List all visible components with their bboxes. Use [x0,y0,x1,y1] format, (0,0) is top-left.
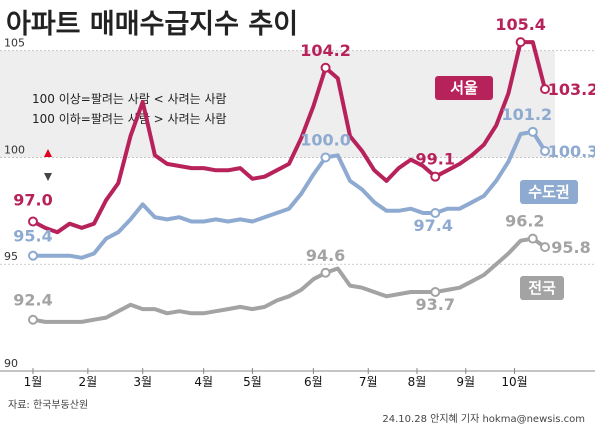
y-tick-label-105: 105 [4,37,25,50]
source-note: 자료: 한국부동산원 [8,400,89,411]
legend-note-above-100: 100 이상=팔려는 사람 < 사려는 사람 [32,92,227,106]
y-tick-label-90: 90 [4,357,18,370]
y-tick-label-95: 95 [4,250,18,263]
y-axis-ticks: 90 95 100 105 [4,37,25,370]
point-seoul-start [28,216,38,227]
data-label-national-42: 95.8 [551,238,590,257]
series-tag-seoul: 서울 [450,79,478,97]
point-capital-24 [320,152,331,163]
point-national-41 [527,233,538,244]
credit-line: 24.10.28 안지혜 기자 hokma@newsis.com [382,414,585,425]
data-label-capital-33: 97.4 [414,216,453,235]
point-capital-41 [527,126,538,137]
x-tick-label-6: 6월 [304,375,323,389]
x-tick-label-10: 10월 [501,375,527,389]
x-tick-label-7: 7월 [359,375,378,389]
point-national-33 [430,286,441,297]
x-tick-label-4: 4월 [194,375,213,389]
point-seoul-24 [320,62,331,73]
data-label-capital-42: 100.3 [548,142,595,161]
down-arrow-icon [44,173,52,181]
data-label-capital-24: 100.0 [300,130,351,149]
legend-note-below-100: 100 이하=팔려는 사람 > 사려는 사람 [32,112,227,126]
series-line-capital [31,129,547,260]
point-capital-start [28,250,38,261]
data-label-national-start: 92.4 [13,291,52,310]
point-seoul-33 [430,171,441,182]
series-tag-bg-national [520,276,564,300]
data-label-national-33: 93.7 [416,295,455,314]
data-label-seoul-start: 97.0 [13,191,52,210]
data-label-seoul-40: 105.4 [495,15,546,34]
point-capital-42 [540,146,550,157]
x-tick-label-3: 3월 [133,375,152,389]
series-tag-capital: 수도권 [528,183,569,201]
up-arrow-icon [44,149,52,157]
point-national-24 [320,267,331,278]
legend-notes: 100 이상=팔려는 사람 < 사려는 사람 100 이하=팔려는 사람 > 사… [32,92,227,181]
series-tag-bg-capital [520,180,578,204]
point-seoul-42 [540,84,550,95]
x-tick-label-1: 1월 [24,375,43,389]
series-line-national [31,236,547,324]
x-tick-label-9: 9월 [456,375,475,389]
data-labels-layer: 92.4 94.6 93.7 96.2 95.8 95.4 100.0 97.4 101.2 10… [13,15,595,314]
x-axis-ticks: 1월 2월 3월 4월 5월 6월 7월 8월 9월 10월 [24,368,528,389]
point-national-42 [540,242,550,253]
above-100-band [0,50,555,158]
x-tick-label-2: 2월 [79,375,98,389]
series-tag-national: 전국 [528,279,556,297]
series-tags-layer: 전국 수도권 서울 [435,76,578,300]
point-capital-33 [430,207,441,218]
x-tick-label-8: 8월 [408,375,427,389]
y-tick-label-100: 100 [4,143,25,156]
series-layer [28,37,550,325]
chart-title: 아파트 매매수급지수 추이 [6,9,299,40]
data-label-seoul-42: 103.2 [548,80,595,99]
grid-layer [0,50,595,372]
data-label-national-24: 94.6 [306,246,345,265]
data-label-seoul-33: 99.1 [416,150,455,169]
data-label-capital-start: 95.4 [13,227,52,246]
series-line-seoul [31,40,547,235]
point-national-start [28,314,38,325]
series-tag-bg-seoul [435,76,493,100]
data-label-capital-41: 101.2 [502,105,553,124]
point-seoul-40 [515,37,526,48]
data-label-seoul-24: 104.2 [300,41,351,60]
x-tick-label-5: 5월 [243,375,262,389]
data-label-national-41: 96.2 [505,212,544,231]
